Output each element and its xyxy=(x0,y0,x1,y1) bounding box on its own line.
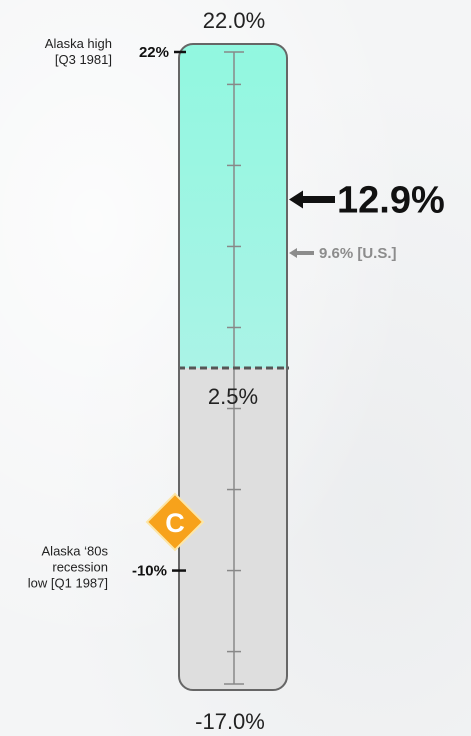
us-reference-arrow xyxy=(289,247,314,258)
fill-above-baseline xyxy=(179,44,287,368)
grade-badge: C xyxy=(145,492,205,552)
grade-letter: C xyxy=(165,508,185,538)
current-value-label: 12.9% xyxy=(337,179,445,221)
gauge-tick-group xyxy=(224,51,244,685)
low-note-line3: low [Q1 1987] xyxy=(28,576,108,591)
current-value-arrow xyxy=(289,190,335,209)
us-reference-label: 9.6% [U.S.] xyxy=(319,245,397,262)
high-note-line1: Alaska high xyxy=(45,36,112,51)
scale-bottom-label: -17.0% xyxy=(195,709,265,734)
gauge-frame xyxy=(178,43,288,691)
high-tick-label: 22% xyxy=(139,44,169,61)
high-note-line2: [Q3 1981] xyxy=(55,52,112,67)
fill-below-baseline xyxy=(179,368,287,690)
low-tick-label: -10% xyxy=(132,563,167,580)
scale-top-label: 22.0% xyxy=(203,8,265,33)
low-note-line1: Alaska ‘80s xyxy=(42,544,109,559)
low-note-line2: recession xyxy=(52,560,108,575)
baseline-label: 2.5% xyxy=(208,384,258,409)
